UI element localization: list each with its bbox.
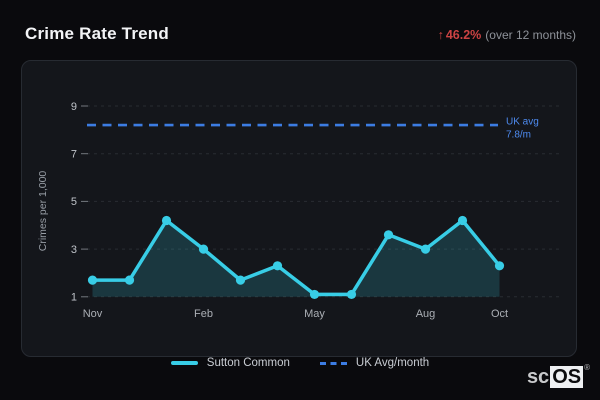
- x-tick-label: Aug: [416, 308, 436, 320]
- data-point-marker: [383, 230, 394, 240]
- change-period: (over 12 months): [485, 28, 576, 42]
- legend-label: UK Avg/month: [355, 357, 430, 369]
- legend-label: Sutton Common: [206, 357, 290, 369]
- data-point-marker: [420, 244, 431, 254]
- change-value: 46.2%: [445, 28, 482, 42]
- data-point-marker: [198, 244, 209, 254]
- y-tick-label: 3: [71, 244, 77, 256]
- chart-panel: 1 3 5 7 9 Crimes per 1,000 Nov Feb May Aug Oct UK a…: [21, 60, 577, 357]
- y-tick-label: 9: [71, 101, 77, 113]
- y-tick-label: 5: [71, 196, 77, 208]
- data-point-marker: [124, 275, 135, 285]
- header: Crime Rate Trend ↑ 46.2% (over 12 months): [25, 24, 576, 44]
- y-tick-label: 7: [71, 149, 77, 161]
- trend-chart-svg: 1 3 5 7 9 Crimes per 1,000 Nov Feb May Aug Oct UK a…: [37, 101, 560, 320]
- y-axis-title: Crimes per 1,000: [37, 171, 49, 252]
- x-tick-label: Nov: [83, 308, 103, 320]
- page-title: Crime Rate Trend: [25, 24, 169, 43]
- registered-trademark-icon: ®: [584, 363, 590, 372]
- legend-item-sutton-common[interactable]: Sutton Common: [170, 357, 290, 369]
- x-tick-label: Oct: [491, 308, 508, 320]
- uk-avg-annotation-line2: 7.8/m: [506, 130, 531, 141]
- data-point-marker: [272, 261, 283, 271]
- data-point-marker: [87, 275, 98, 285]
- y-tick-label: 1: [71, 292, 77, 304]
- logo-prefix: sc: [526, 366, 550, 388]
- logo-suffix: OS: [550, 366, 584, 388]
- solid-line-swatch-icon: [170, 361, 198, 365]
- data-point-marker: [235, 275, 246, 285]
- data-point-marker: [161, 215, 172, 226]
- x-tick-label: Feb: [194, 308, 213, 320]
- data-point-marker: [309, 289, 320, 300]
- series-area-fill: [92, 220, 500, 297]
- dashed-line-swatch-icon: [319, 361, 347, 365]
- legend-item-uk-avg[interactable]: UK Avg/month: [319, 357, 430, 369]
- data-point-marker: [346, 289, 357, 300]
- chart-legend: Sutton Common UK Avg/month: [0, 353, 600, 373]
- change-indicator: ↑ 46.2% (over 12 months): [438, 28, 576, 42]
- arrow-up-icon: ↑: [437, 28, 444, 42]
- scos-logo: sc OS ®: [526, 363, 590, 388]
- data-point-marker: [494, 261, 505, 271]
- uk-avg-annotation-line1: UK avg: [506, 117, 539, 128]
- series-line: [90, 218, 502, 297]
- data-point-marker: [457, 215, 468, 226]
- x-tick-label: May: [304, 308, 325, 320]
